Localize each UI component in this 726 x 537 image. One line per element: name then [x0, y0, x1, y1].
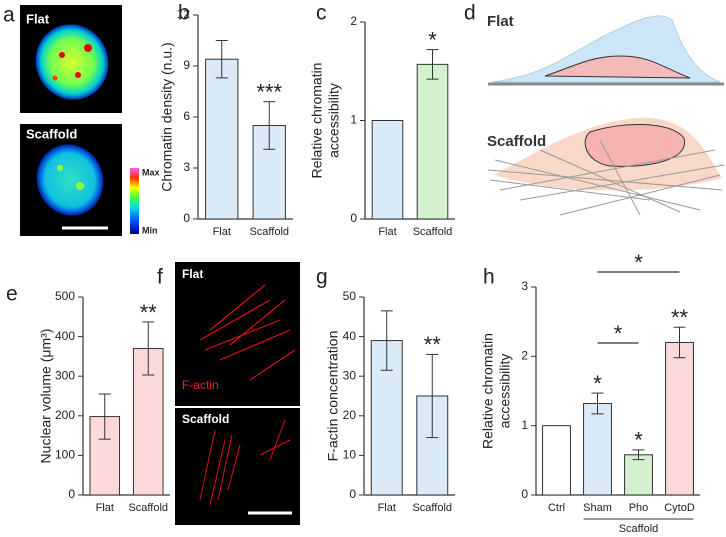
x-tick-label: Ctrl: [548, 502, 565, 514]
x-tick-label: Flat: [213, 226, 231, 238]
y-tick-label: 30: [343, 368, 357, 382]
panel-letter: f: [157, 266, 163, 289]
x-tick-label: Flat: [378, 502, 396, 514]
y-axis-label: accessibility: [326, 83, 342, 158]
comparison-label: *: [614, 321, 623, 346]
x-tick-label: Scaffold: [128, 502, 168, 514]
panel-letter: c: [316, 2, 327, 25]
bar: [583, 402, 612, 496]
y-tick-label: 200: [55, 408, 75, 422]
y-tick-label: 400: [55, 329, 75, 343]
x-tick-label: Scaffold: [249, 226, 289, 238]
y-tick-label: 0: [521, 487, 528, 501]
bar: [542, 425, 571, 496]
y-tick-label: 10: [343, 448, 357, 462]
y-tick-label: 3: [183, 160, 190, 174]
x-tick-label: Sham: [583, 502, 612, 514]
bar: [416, 63, 449, 220]
y-tick-label: 0: [349, 487, 356, 501]
y-tick-label: 12: [177, 7, 191, 21]
y-tick-label: 100: [55, 448, 75, 462]
panel-letter: h: [483, 266, 495, 289]
y-axis-label: F-actin concentration: [325, 331, 341, 462]
significance: *: [428, 27, 437, 52]
y-tick-label: 1: [350, 113, 357, 127]
y-axis-label: Chromatin density (n.u.): [159, 42, 175, 191]
y-tick-label: 2: [350, 14, 357, 28]
y-tick-label: 300: [55, 368, 75, 382]
x-tick-label: Scaffold: [412, 502, 452, 514]
significance: *: [634, 428, 643, 453]
image-label: Scaffold: [26, 126, 77, 141]
x-tick-label: Flat: [96, 502, 114, 514]
panel-f-images: [175, 262, 300, 525]
significance: *: [593, 371, 602, 396]
bar: [371, 120, 404, 220]
panel-letter: d: [464, 2, 476, 25]
y-tick-label: 20: [343, 408, 357, 422]
panel-d-drawing: [487, 15, 725, 216]
panel-letter: a: [3, 4, 15, 27]
y-tick-label: 0: [183, 211, 190, 225]
x-tick-label: Pho: [629, 502, 649, 514]
colorbar-label: Max: [142, 167, 160, 177]
y-tick-label: 3: [521, 279, 528, 293]
significance: **: [671, 305, 689, 330]
x-tick-label: Flat: [378, 226, 396, 238]
y-axis-label: accessibility: [497, 354, 513, 429]
y-tick-label: 2: [521, 349, 528, 363]
image-label: Scaffold: [182, 412, 229, 426]
panel-a-images: [20, 5, 139, 236]
panel-letter: e: [6, 283, 18, 306]
drawing-label: Flat: [487, 13, 514, 30]
y-tick-label: 0: [68, 487, 75, 501]
y-axis-label: Relative chromatin: [480, 333, 496, 449]
y-tick-label: 1: [521, 418, 528, 432]
group-label: Scaffold: [619, 523, 659, 535]
comparison-label: *: [634, 250, 643, 275]
y-tick-label: 6: [183, 109, 190, 123]
significance: ***: [256, 80, 282, 105]
y-axis-label: Relative chromatin: [309, 63, 325, 179]
image-label: Flat: [26, 11, 50, 26]
bar: [624, 454, 653, 496]
y-tick-label: 9: [183, 58, 190, 72]
significance: **: [424, 332, 442, 357]
y-tick-label: 50: [343, 289, 357, 303]
y-tick-label: 0: [350, 211, 357, 225]
y-tick-label: 500: [55, 289, 75, 303]
x-tick-label: Scaffold: [413, 226, 453, 238]
significance: **: [140, 300, 158, 325]
bar: [205, 58, 239, 220]
image-label: Flat: [182, 267, 203, 281]
y-axis-label: Nuclear volume (μm³): [38, 329, 54, 464]
y-tick-label: 40: [343, 329, 357, 343]
x-tick-label: CytoD: [664, 502, 695, 514]
colorbar-label: Min: [142, 225, 158, 235]
panel-letter: b: [178, 2, 190, 25]
drawing-label: Scaffold: [487, 133, 546, 150]
bar: [665, 341, 694, 496]
stain-label: F-actin: [182, 378, 219, 392]
panel-letter: g: [316, 266, 328, 289]
